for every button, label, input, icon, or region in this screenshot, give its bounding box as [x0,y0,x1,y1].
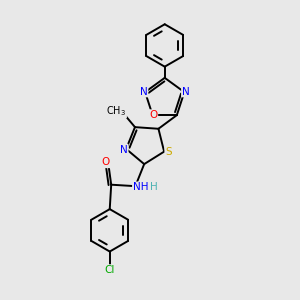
Text: S: S [165,147,172,157]
Text: NH: NH [133,182,148,192]
Text: N: N [140,86,148,97]
Text: H: H [150,182,158,192]
Text: CH$_3$: CH$_3$ [106,104,126,118]
Text: N: N [120,145,128,154]
Text: O: O [149,110,157,120]
Text: Cl: Cl [104,265,115,275]
Text: O: O [102,157,110,167]
Text: N: N [182,86,190,97]
